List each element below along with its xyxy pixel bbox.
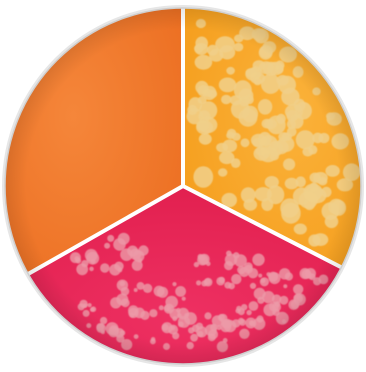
- rim-shadow: [5, 8, 361, 364]
- plate-edge: [4, 7, 362, 365]
